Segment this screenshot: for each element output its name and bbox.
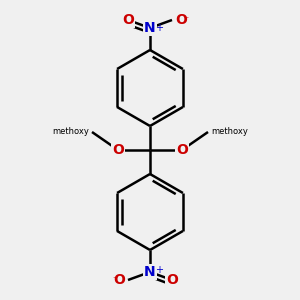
- Text: O: O: [112, 143, 124, 157]
- Text: N: N: [144, 21, 156, 35]
- Text: O: O: [122, 13, 134, 27]
- Text: methoxy: methoxy: [52, 128, 89, 136]
- Text: O: O: [176, 143, 188, 157]
- Text: +: +: [155, 23, 163, 33]
- Text: methoxy: methoxy: [211, 128, 248, 136]
- Text: ⁻: ⁻: [183, 15, 188, 25]
- Text: O: O: [113, 273, 125, 287]
- Text: +: +: [155, 265, 163, 275]
- Text: O: O: [166, 273, 178, 287]
- Text: O: O: [175, 13, 187, 27]
- Text: N: N: [144, 265, 156, 279]
- Text: ⁻: ⁻: [112, 275, 117, 285]
